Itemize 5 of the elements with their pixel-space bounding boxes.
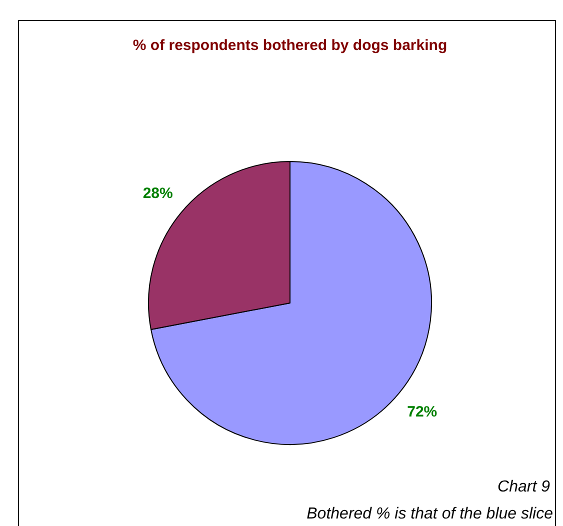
data-label: 72% [407,403,438,420]
data-label: 28% [142,184,173,202]
text: Bothered % is that of the blue slice [306,505,554,522]
caption: Chart 9 [498,478,550,496]
chart-title: % of respondents bothered by dogs barking [132,37,448,54]
